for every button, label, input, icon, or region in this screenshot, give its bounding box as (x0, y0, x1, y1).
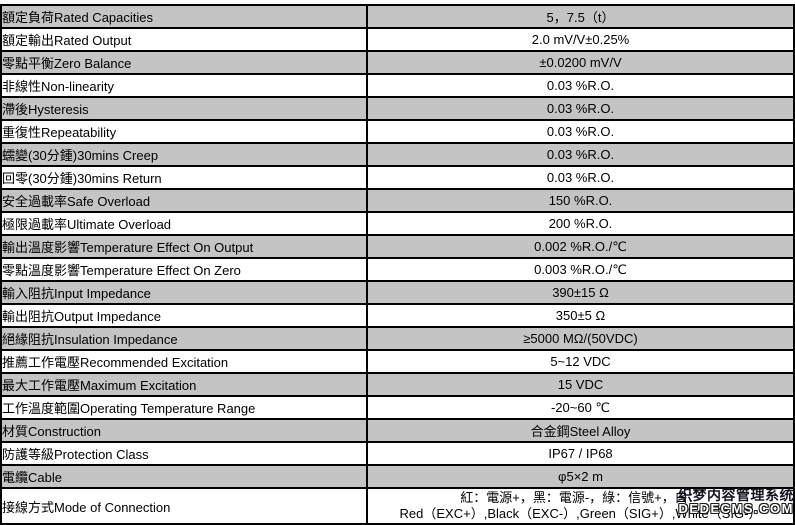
spec-label: 輸出溫度影響Temperature Effect On Output (0, 234, 368, 259)
spec-value: 350±5 Ω (366, 303, 795, 328)
spec-label: 工作溫度範圍Operating Temperature Range (0, 395, 368, 420)
spec-label: 零點溫度影響Temperature Effect On Zero (0, 257, 368, 282)
table-row: 材質Construction 合金鋼Steel Alloy (0, 418, 795, 443)
spec-label: 非線性Non-linearity (0, 73, 368, 98)
spec-label: 電纜Cable (0, 464, 368, 489)
spec-value: 0.03 %R.O. (366, 142, 795, 167)
table-row: 零點溫度影響Temperature Effect On Zero 0.003 %… (0, 257, 795, 282)
spec-value: 5，7.5（t） (366, 4, 795, 29)
spec-value: 5~12 VDC (366, 349, 795, 374)
spec-label: 蠕變(30分鍾)30mins Creep (0, 142, 368, 167)
spec-value: IP67 / IP68 (366, 441, 795, 466)
spec-label: 推薦工作電壓Recommended Excitation (0, 349, 368, 374)
table-row: 輸入阻抗Input Impedance 390±15 Ω (0, 280, 795, 305)
spec-label: 回零(30分鍾)30mins Return (0, 165, 368, 190)
spec-value: ±0.0200 mV/V (366, 50, 795, 75)
table-row: 工作溫度範圍Operating Temperature Range -20~60… (0, 395, 795, 420)
spec-label: 安全過載率Safe Overload (0, 188, 368, 213)
spec-value: 2.0 mV/V±0.25% (366, 27, 795, 52)
spec-value: 0.03 %R.O. (366, 96, 795, 121)
table-row: 絕緣阻抗Insulation Impedance ≥5000 MΩ/(50VDC… (0, 326, 795, 351)
spec-label: 材質Construction (0, 418, 368, 443)
spec-value: 0.002 %R.O./℃ (366, 234, 795, 259)
clipped-row-top (0, 0, 795, 4)
table-row: 滯後Hysteresis 0.03 %R.O. (0, 96, 795, 121)
spec-value: 合金鋼Steel Alloy (366, 418, 795, 443)
table-row: 額定負荷Rated Capacities 5，7.5（t） (0, 4, 795, 29)
table-row: 極限過載率Ultimate Overload 200 %R.O. (0, 211, 795, 236)
table-row: 最大工作電壓Maximum Excitation 15 VDC (0, 372, 795, 397)
spec-value: 200 %R.O. (366, 211, 795, 236)
spec-label: 最大工作電壓Maximum Excitation (0, 372, 368, 397)
connection-line-english: Red（EXC+）,Black（EXC-）,Green（SIG+）,White（… (399, 506, 762, 521)
spec-value: -20~60 ℃ (366, 395, 795, 420)
table-row: 電纜Cable φ5×2 m (0, 464, 795, 489)
table-row: 額定輸出Rated Output 2.0 mV/V±0.25% (0, 27, 795, 52)
watermark-line1: 织梦内容管理系统 (678, 487, 794, 503)
table-row: 蠕變(30分鍾)30mins Creep 0.03 %R.O. (0, 142, 795, 167)
spec-label: 零點平衡Zero Balance (0, 50, 368, 75)
spec-table: 額定負荷Rated Capacities 5，7.5（t） 額定輸出Rated … (0, 4, 795, 525)
table-row: 安全過載率Safe Overload 150 %R.O. (0, 188, 795, 213)
spec-value: 紅：電源+，黑：電源-，綠：信號+，白： Red（EXC+）,Black（EXC… (366, 487, 795, 525)
connection-line-chinese: 紅：電源+，黑：電源-，綠：信號+，白： (460, 490, 701, 505)
table-row: 輸出溫度影響Temperature Effect On Output 0.002… (0, 234, 795, 259)
spec-value: 0.003 %R.O./℃ (366, 257, 795, 282)
spec-value: 0.03 %R.O. (366, 119, 795, 144)
spec-label: 輸出阻抗Output Impedance (0, 303, 368, 328)
spec-label: 額定輸出Rated Output (0, 27, 368, 52)
spec-label: 輸入阻抗Input Impedance (0, 280, 368, 305)
spec-value: φ5×2 m (366, 464, 795, 489)
table-row: 輸出阻抗Output Impedance 350±5 Ω (0, 303, 795, 328)
spec-label: 滯後Hysteresis (0, 96, 368, 121)
table-row-mode-of-connection: 接線方式Mode of Connection 紅：電源+，黑：電源-，綠：信號+… (0, 487, 795, 525)
spec-value: 0.03 %R.O. (366, 73, 795, 98)
table-row: 推薦工作電壓Recommended Excitation 5~12 VDC (0, 349, 795, 374)
spec-value: 150 %R.O. (366, 188, 795, 213)
spec-value: 15 VDC (366, 372, 795, 397)
spec-label: 極限過載率Ultimate Overload (0, 211, 368, 236)
spec-label: 重復性Repeatability (0, 119, 368, 144)
spec-label: 額定負荷Rated Capacities (0, 4, 368, 29)
watermark-line2: DEDECMS.COM (678, 501, 794, 516)
spec-value: 0.03 %R.O. (366, 165, 795, 190)
table-row: 回零(30分鍾)30mins Return 0.03 %R.O. (0, 165, 795, 190)
spec-label: 防護等級Protection Class (0, 441, 368, 466)
table-row: 防護等級Protection Class IP67 / IP68 (0, 441, 795, 466)
table-row: 零點平衡Zero Balance ±0.0200 mV/V (0, 50, 795, 75)
spec-value: 390±15 Ω (366, 280, 795, 305)
spec-label: 接線方式Mode of Connection (0, 487, 368, 525)
table-row: 非線性Non-linearity 0.03 %R.O. (0, 73, 795, 98)
spec-value: ≥5000 MΩ/(50VDC) (366, 326, 795, 351)
watermark: 织梦内容管理系统 DEDECMS.COM (678, 488, 794, 515)
table-row: 重復性Repeatability 0.03 %R.O. (0, 119, 795, 144)
spec-label: 絕緣阻抗Insulation Impedance (0, 326, 368, 351)
